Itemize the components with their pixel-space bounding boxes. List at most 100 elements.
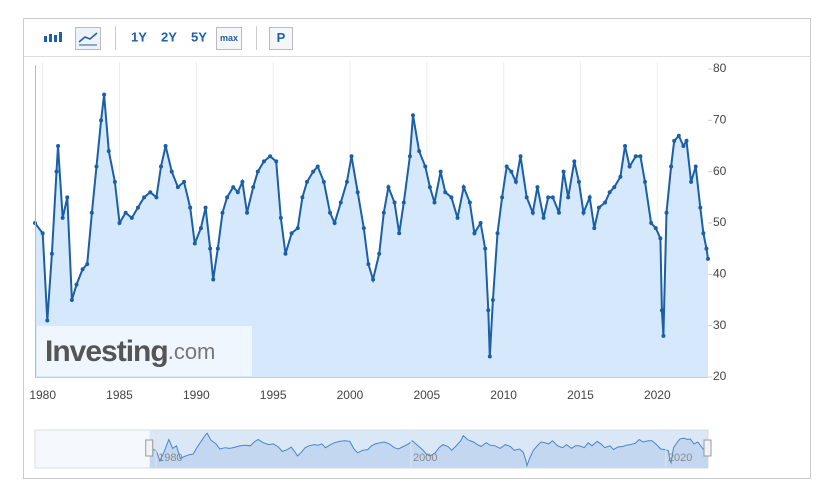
marker xyxy=(274,159,279,164)
marker xyxy=(478,221,483,225)
marker xyxy=(198,226,203,231)
marker xyxy=(315,164,320,169)
marker xyxy=(592,226,597,231)
navigator-handle[interactable] xyxy=(703,439,712,457)
marker xyxy=(661,333,666,338)
marker xyxy=(633,154,638,159)
marker xyxy=(443,190,448,195)
y-tick-label: 60 xyxy=(713,164,727,178)
marker xyxy=(427,185,432,190)
marker xyxy=(546,195,551,200)
marker xyxy=(664,210,669,215)
marker xyxy=(220,210,225,215)
marker xyxy=(392,200,397,205)
marker xyxy=(255,169,260,174)
navigator-label: 1980 xyxy=(158,452,182,464)
p-box[interactable] xyxy=(269,27,293,50)
y-tick-label: 70 xyxy=(713,113,727,127)
y-tick-label: 80 xyxy=(713,61,727,75)
watermark-suffix: .com xyxy=(168,339,216,364)
range-button[interactable]: 5Y xyxy=(191,29,207,44)
marker xyxy=(268,154,273,159)
marker xyxy=(698,205,703,210)
marker xyxy=(449,195,454,200)
plot: 1980 1985 1990 1995 2000 2005 2010 2015 20202030… xyxy=(29,61,726,402)
marker xyxy=(69,298,74,302)
marker xyxy=(530,210,535,215)
navigator-area xyxy=(149,433,708,468)
marker xyxy=(386,185,391,190)
range-button[interactable]: 1Y xyxy=(131,29,147,44)
marker xyxy=(643,179,648,184)
marker xyxy=(304,179,309,184)
marker xyxy=(148,190,153,195)
marker xyxy=(106,149,111,154)
marker xyxy=(432,200,437,205)
range-button[interactable]: 2Y xyxy=(161,29,177,44)
marker xyxy=(251,185,256,190)
marker xyxy=(483,246,488,251)
marker xyxy=(245,210,250,215)
navigator[interactable]: 1980 2000 2020 xyxy=(34,429,712,469)
marker xyxy=(607,190,612,195)
max-box[interactable] xyxy=(216,27,242,50)
marker xyxy=(438,169,443,174)
marker xyxy=(381,210,386,215)
marker xyxy=(704,246,709,251)
marker xyxy=(596,205,601,210)
marker xyxy=(509,169,514,174)
marker xyxy=(556,210,561,215)
marker xyxy=(524,195,529,200)
marker xyxy=(129,215,134,220)
marker xyxy=(349,154,354,159)
x-tick-label: 1990 xyxy=(183,388,210,402)
marker xyxy=(208,246,213,251)
marker xyxy=(669,164,674,169)
marker xyxy=(338,200,343,205)
y-tick-label: 30 xyxy=(713,318,727,332)
marker xyxy=(455,215,460,220)
marker xyxy=(495,231,500,236)
marker xyxy=(225,195,230,200)
marker xyxy=(74,282,79,287)
marker xyxy=(65,195,70,200)
marker xyxy=(328,210,333,215)
marker xyxy=(169,169,174,174)
watermark-text: Investing.com xyxy=(45,335,215,368)
marker xyxy=(235,190,240,195)
marker xyxy=(576,179,581,184)
marker xyxy=(490,298,495,302)
marker xyxy=(623,144,628,148)
marker xyxy=(117,221,122,225)
y-tick-label: 20 xyxy=(713,369,727,383)
marker xyxy=(135,205,140,210)
marker xyxy=(102,92,107,97)
marker xyxy=(231,185,236,190)
marker xyxy=(397,231,402,236)
x-tick-label: 2020 xyxy=(644,388,671,402)
marker xyxy=(659,308,664,313)
marker xyxy=(638,154,643,159)
marker xyxy=(649,221,654,225)
marker xyxy=(188,205,193,210)
marker xyxy=(49,251,54,256)
line-icon[interactable] xyxy=(75,27,101,50)
marker xyxy=(56,144,61,148)
marker xyxy=(85,262,90,267)
marker xyxy=(295,226,300,231)
bar-icon[interactable] xyxy=(44,32,62,42)
marker xyxy=(541,215,546,220)
marker xyxy=(163,144,168,148)
marker xyxy=(676,133,681,138)
area xyxy=(35,94,708,377)
navigator-handle[interactable] xyxy=(145,439,154,457)
marker xyxy=(653,226,658,231)
marker xyxy=(535,185,540,190)
p-button[interactable]: P xyxy=(277,30,286,45)
marker xyxy=(283,251,288,256)
x-tick-label: 2005 xyxy=(413,388,440,402)
range-button[interactable]: max xyxy=(220,33,238,43)
marker xyxy=(618,174,623,179)
marker xyxy=(377,251,382,256)
marker xyxy=(203,205,208,210)
